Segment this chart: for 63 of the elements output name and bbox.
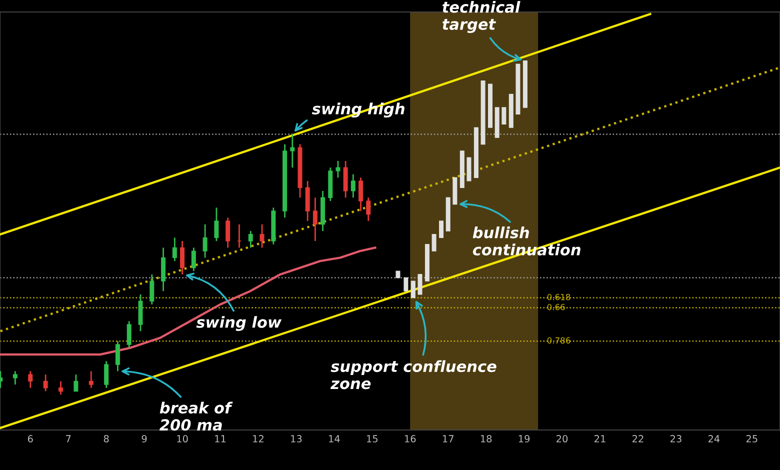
x-tick-label: 16 xyxy=(405,435,416,442)
annotation: 0.786 xyxy=(547,337,570,344)
candlestick xyxy=(226,216,230,248)
candlestick xyxy=(180,240,185,276)
candlestick xyxy=(502,107,506,125)
candlestick xyxy=(248,230,253,248)
x-tick-label: 20 xyxy=(556,435,568,442)
candlestick xyxy=(358,176,364,212)
candlestick xyxy=(343,160,348,198)
x-tick-label: 24 xyxy=(708,435,720,442)
x-tick-label: 14 xyxy=(329,435,340,442)
candlestick xyxy=(290,134,295,168)
candlestick xyxy=(305,180,310,222)
candlestick xyxy=(350,174,356,198)
candlestick xyxy=(404,277,408,292)
candlestick xyxy=(104,360,109,389)
annotation: swing high xyxy=(312,102,404,118)
annotation: support confluence zone xyxy=(330,360,496,390)
candlestick xyxy=(126,320,132,349)
x-tick-label: 21 xyxy=(594,435,606,442)
x-tick-label: 12 xyxy=(253,435,264,442)
candlestick xyxy=(202,224,208,258)
x-tick-label: 15 xyxy=(367,435,378,442)
annotation: swing low xyxy=(196,316,282,331)
x-tick-label: 25 xyxy=(746,435,758,442)
x-tick-label: 6 xyxy=(28,435,33,442)
candlestick xyxy=(172,236,177,262)
candlestick xyxy=(191,247,196,272)
candlestick xyxy=(115,340,120,372)
x-tick-label: 7 xyxy=(66,435,71,442)
annotation: 0.618 xyxy=(547,294,570,300)
candlestick xyxy=(161,247,166,292)
candlestick xyxy=(58,380,64,396)
candlestick xyxy=(28,370,33,389)
candlestick xyxy=(74,374,78,392)
x-tick-label: 8 xyxy=(104,435,109,442)
candlestick xyxy=(43,374,48,392)
candlestick xyxy=(12,370,18,386)
candlestick xyxy=(150,274,154,306)
annotation: break of 200 ma xyxy=(160,402,233,431)
annotation: 0.66 xyxy=(547,304,565,310)
candlestick xyxy=(366,196,371,222)
candlestick xyxy=(312,196,318,242)
x-tick-label: 10 xyxy=(177,435,188,442)
x-tick-label: 19 xyxy=(518,435,530,442)
annotation: technical target xyxy=(442,1,520,34)
candlestick xyxy=(260,224,264,248)
x-tick-label: 11 xyxy=(215,435,226,442)
candlestick xyxy=(439,220,444,238)
candlestick xyxy=(214,206,219,242)
candlestick xyxy=(432,234,436,252)
candlestick xyxy=(138,294,143,332)
x-tick-label: 22 xyxy=(632,435,644,442)
candlestick xyxy=(418,274,422,296)
candlestick xyxy=(410,280,416,298)
x-tick-label: 13 xyxy=(291,435,302,442)
candlestick xyxy=(466,156,472,182)
candlestick xyxy=(336,160,340,178)
x-tick-label: 18 xyxy=(480,435,492,442)
x-tick-label: 9 xyxy=(142,435,147,442)
candlestick xyxy=(88,370,94,389)
x-tick-label: 23 xyxy=(670,435,682,442)
x-tick-label: 17 xyxy=(442,435,454,442)
